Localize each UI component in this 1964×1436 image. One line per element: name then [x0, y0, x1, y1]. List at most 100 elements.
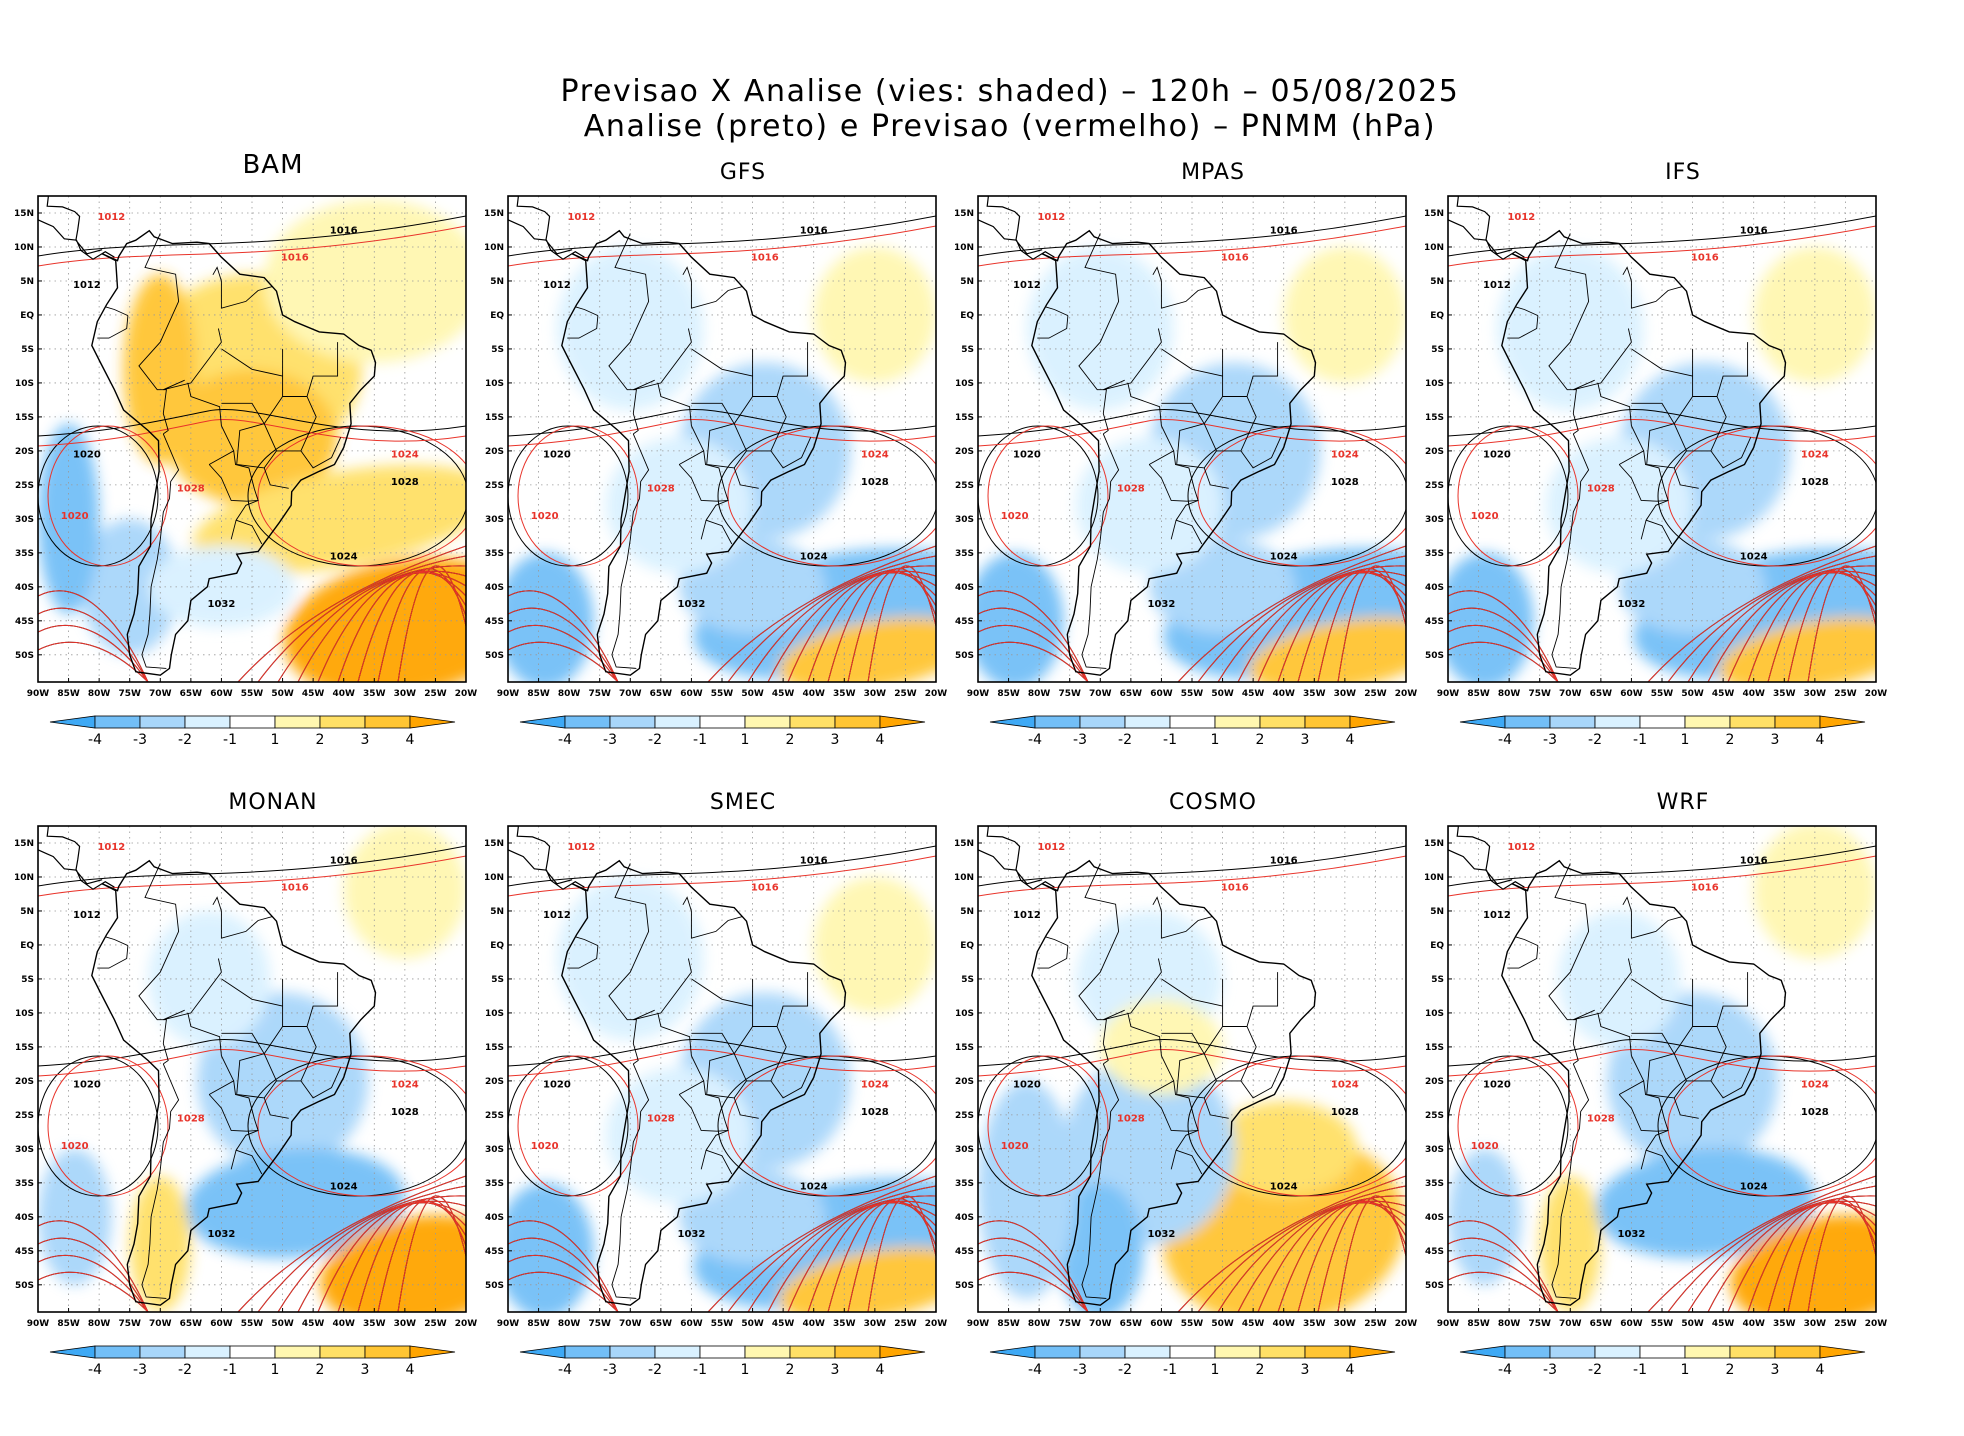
lat-tick-label: EQ	[960, 941, 974, 951]
country-border	[608, 233, 650, 435]
country-border	[1692, 342, 1749, 397]
lon-tick-label: 55W	[711, 1319, 734, 1329]
lat-tick-label: 30S	[1425, 515, 1444, 525]
colorbar-swatch	[1459, 1345, 1506, 1359]
country-border	[682, 896, 743, 939]
lon-tick-label: 75W	[1528, 1319, 1551, 1329]
colorbar-swatch	[184, 715, 231, 729]
analysis-isobar-label: 1028	[861, 1107, 889, 1118]
lon-tick-label: 40W	[1272, 1319, 1295, 1329]
lon-tick-label: 75W	[1058, 689, 1081, 699]
lon-tick-label: 70W	[619, 689, 642, 699]
lat-tick-label: 5N	[490, 907, 504, 917]
lon-tick-label: 35W	[833, 689, 856, 699]
bias-area	[605, 1067, 753, 1204]
country-border	[1710, 1067, 1752, 1099]
bias-area	[1210, 1101, 1358, 1197]
central-america-coastline	[508, 826, 585, 890]
analysis-isobar-label: 1016	[800, 225, 828, 236]
colorbar-label: 1	[271, 732, 280, 748]
lon-tick-label: 65W	[1590, 689, 1613, 699]
lon-tick-label: 30W	[864, 1319, 887, 1329]
analysis-isobar-label: 1016	[1740, 855, 1768, 866]
lat-tick-label: 15N	[954, 839, 974, 849]
analysis-isobar-label: 1032	[1618, 599, 1646, 610]
country-border	[230, 1130, 259, 1170]
colorbar-label: 2	[316, 732, 325, 748]
country-border	[1148, 450, 1199, 502]
lat-tick-label: 15S	[485, 1043, 504, 1053]
lat-tick-label: 5N	[960, 907, 974, 917]
country-border	[105, 936, 129, 947]
country-border	[1597, 382, 1645, 452]
figure-title: Previsao X Analise (vies: shaded) – 120h…	[0, 74, 1964, 144]
country-border	[770, 437, 812, 469]
lat-tick-label: 20S	[485, 1077, 504, 1087]
forecast-isobar-label: 1024	[1331, 450, 1359, 461]
analysis-isobar-label: 1032	[678, 1229, 706, 1240]
country-border	[282, 342, 339, 397]
country-border	[263, 1026, 317, 1082]
country-border	[1175, 519, 1203, 545]
map-monan: 1016 1012 1028 1024 1020 1032 1016 1012 1024 1020…	[14, 825, 477, 1378]
colorbar: -4 -3 -2 -1 1 2 3 4	[49, 715, 456, 748]
analysis-isobar-label: 1024	[1270, 552, 1298, 563]
analysis-isobar-label: 1020	[1013, 450, 1041, 461]
forecast-isobar-label: 1016	[1691, 253, 1719, 264]
country-border	[187, 382, 235, 452]
lon-tick-label: 60W	[1620, 689, 1643, 699]
colorbar-swatch	[1774, 1345, 1821, 1359]
lat-tick-label: 10S	[1425, 1009, 1444, 1019]
lon-tick-label: 90W	[27, 689, 50, 699]
country-border	[575, 936, 599, 947]
colorbar-label: -2	[1588, 1362, 1602, 1378]
lon-tick-label: 80W	[1028, 689, 1051, 699]
colorbar-label: 4	[406, 732, 415, 748]
colorbar: -4 -3 -2 -1 1 2 3 4	[49, 1345, 456, 1378]
analysis-isobar-label: 1024	[330, 552, 358, 563]
colorbar-swatch	[229, 1345, 276, 1359]
lat-tick-label: 10S	[1425, 379, 1444, 389]
colorbar-label: 2	[1256, 732, 1265, 748]
lon-tick-label: 55W	[711, 689, 734, 699]
colorbar-label: -1	[1163, 732, 1177, 748]
lat-tick-label: 10S	[15, 379, 34, 389]
analysis-isobar-label: 1028	[1331, 477, 1359, 488]
country-border	[1176, 1053, 1217, 1099]
country-border	[678, 1080, 729, 1132]
country-border	[1631, 1032, 1675, 1054]
panel-smec: SMEC 1016 1012 1028 1024 1020 1032 1016 1012 1024…	[484, 780, 978, 1400]
lat-tick-label: 25S	[955, 481, 974, 491]
lat-tick-label: 15N	[484, 839, 504, 849]
country-border	[1161, 402, 1205, 424]
lat-tick-label: 25S	[1425, 1111, 1444, 1121]
colorbar-label: -4	[558, 1362, 572, 1378]
colorbar: -4 -3 -2 -1 1 2 3 4	[989, 715, 1396, 748]
colorbar-label: -4	[1498, 732, 1512, 748]
colorbar-label: 3	[831, 1362, 840, 1378]
lat-tick-label: 35S	[1425, 549, 1444, 559]
country-border	[1551, 1063, 1590, 1299]
lon-tick-label: 40W	[802, 1319, 825, 1329]
south-america-coastline	[1501, 229, 1787, 676]
country-border	[208, 1080, 259, 1132]
analysis-isobar-label: 1024	[330, 1182, 358, 1193]
lon-tick-label: 25W	[1834, 1319, 1857, 1329]
forecast-isobar-label: 1012	[97, 212, 125, 223]
colorbar-swatch	[1594, 715, 1641, 729]
country-border	[300, 437, 342, 469]
colorbar-swatch	[319, 1345, 366, 1359]
forecast-isobars	[508, 225, 936, 682]
lat-tick-label: 40S	[1425, 583, 1444, 593]
colorbar-label: -4	[88, 1362, 102, 1378]
country-border	[706, 1053, 747, 1099]
colorbar-label: 4	[1346, 732, 1355, 748]
colorbar-swatch	[654, 715, 701, 729]
lon-tick-label: 80W	[88, 689, 111, 699]
colorbar-swatch	[274, 715, 321, 729]
colorbar-swatch	[699, 1345, 746, 1359]
lon-tick-label: 45W	[1242, 1319, 1265, 1329]
colorbar-label: 1	[271, 1362, 280, 1378]
lat-tick-label: 10N	[14, 243, 34, 253]
forecast-isobar-label: 1024	[861, 1080, 889, 1091]
